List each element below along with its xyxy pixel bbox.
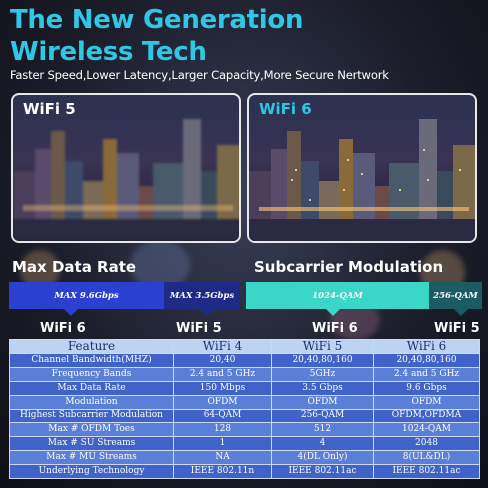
- table-cell: 9.6 Gbps: [373, 380, 480, 396]
- table-cell: 1024-QAM: [373, 422, 480, 438]
- table-row: Max # MU Streams NA 4(DL Only) 8(UL&DL): [9, 450, 480, 465]
- wifi5-city-panel: WiFi 5: [11, 93, 241, 243]
- wifi5-rate-bar: MAX 3.5Gbps: [164, 282, 240, 309]
- table-cell: Modulation: [9, 394, 174, 410]
- table-cell: 2048: [373, 436, 480, 452]
- subcarrier-bars: 1024-QAM 256-QAM: [246, 282, 482, 309]
- table-cell: 2.4 and 5 GHz: [173, 366, 272, 382]
- wifi6-panel-label: WiFi 6: [259, 100, 312, 118]
- table-cell: IEEE 802.11ac: [373, 464, 480, 479]
- table-row: Max Data Rate 150 Mbps 3.5 Gbps 9.6 Gbps: [9, 380, 480, 396]
- table-cell: Max # SU Streams: [9, 436, 174, 452]
- table-cell: 20,40: [173, 353, 272, 368]
- table-cell: OFDM: [373, 394, 480, 410]
- table-cell: 150 Mbps: [173, 380, 272, 396]
- wifi5-rate-caption: WiFi 5: [176, 321, 222, 336]
- max-data-rate-bars: MAX 9.6Gbps MAX 3.5Gbps: [9, 282, 245, 309]
- subcarrier-title: Subcarrier Modulation: [254, 258, 444, 276]
- wifi6-qam-bar: 1024-QAM: [246, 282, 429, 309]
- city-skyline-image: [249, 95, 475, 241]
- wifi6-qam-caption: WiFi 6: [312, 321, 358, 336]
- table-cell: OFDM: [173, 394, 272, 410]
- wifi6-qam-pointer: [326, 309, 340, 316]
- table-cell: Frequency Bands: [9, 366, 174, 382]
- table-row: Frequency Bands 2.4 and 5 GHz 5GHz 2.4 and …: [9, 366, 480, 382]
- table-header-cell: WiFi 6: [373, 339, 480, 354]
- table-cell: 512: [271, 422, 374, 438]
- wifi6-rate-caption: WiFi 6: [40, 321, 86, 336]
- table-cell: Max # MU Streams: [9, 450, 174, 465]
- table-cell: 8(UL&DL): [373, 450, 480, 465]
- table-header-cell: WiFi 4: [173, 339, 272, 354]
- wifi5-qam-bar: 256-QAM: [429, 282, 482, 309]
- wifi6-rate-bar: MAX 9.6Gbps: [9, 282, 164, 309]
- table-cell: 256-QAM: [271, 408, 374, 424]
- table-cell: 5GHz: [271, 366, 374, 382]
- table-cell: OFDM,OFDMA: [373, 408, 480, 424]
- spec-comparison-table: Feature WiFi 4 WiFi 5 WiFi 6 Channel Ban…: [9, 339, 480, 479]
- table-row: Max # SU Streams 1 4 2048: [9, 436, 480, 452]
- table-cell: Channel Bandwidth(MHZ): [9, 353, 174, 368]
- table-row: Modulation OFDM OFDM OFDM: [9, 394, 480, 410]
- page-title: The New Generation Wireless Tech: [10, 4, 480, 68]
- table-cell: Underlying Technology: [9, 464, 174, 479]
- table-cell: 3.5 Gbps: [271, 380, 374, 396]
- table-header-cell: WiFi 5: [271, 339, 374, 354]
- title-line-1: The New Generation: [10, 5, 304, 35]
- table-cell: 64-QAM: [173, 408, 272, 424]
- table-cell: Highest Subcarrier Modulation: [9, 408, 174, 424]
- wifi6-city-panel: WiFi 6: [247, 93, 477, 243]
- title-line-2: Wireless Tech: [10, 37, 207, 67]
- bokeh-light: [130, 240, 190, 290]
- wifi5-qam-caption: WiFi 5: [434, 321, 480, 336]
- table-header-row: Feature WiFi 4 WiFi 5 WiFi 6: [9, 339, 480, 354]
- city-skyline-image: [13, 95, 239, 241]
- wifi5-qam-pointer: [454, 309, 468, 316]
- table-row: Max # OFDM Toes 128 512 1024-QAM: [9, 422, 480, 438]
- wifi6-rate-pointer: [64, 309, 78, 316]
- table-cell: 20,40,80,160: [271, 353, 374, 368]
- page-subtitle: Faster Speed,Lower Latency,Larger Capaci…: [10, 68, 389, 82]
- table-cell: NA: [173, 450, 272, 465]
- table-cell: IEEE 802.11ac: [271, 464, 374, 479]
- table-row: Channel Bandwidth(MHZ) 20,40 20,40,80,160 2…: [9, 353, 480, 368]
- table-cell: Max # OFDM Toes: [9, 422, 174, 438]
- table-cell: 4: [271, 436, 374, 452]
- table-cell: 4(DL Only): [271, 450, 374, 465]
- table-cell: 20,40,80,160: [373, 353, 480, 368]
- table-header-cell: Feature: [9, 339, 174, 354]
- table-row: Highest Subcarrier Modulation 64-QAM 256-Q…: [9, 408, 480, 424]
- table-cell: IEEE 802.11n: [173, 464, 272, 479]
- wifi5-rate-pointer: [200, 309, 214, 316]
- table-cell: OFDM: [271, 394, 374, 410]
- table-cell: 1: [173, 436, 272, 452]
- table-cell: 128: [173, 422, 272, 438]
- max-data-rate-title: Max Data Rate: [12, 258, 137, 276]
- wifi5-panel-label: WiFi 5: [23, 100, 76, 118]
- table-cell: Max Data Rate: [9, 380, 174, 396]
- table-cell: 2.4 and 5 GHz: [373, 366, 480, 382]
- table-body: Channel Bandwidth(MHZ) 20,40 20,40,80,160 2…: [9, 353, 480, 479]
- table-row: Underlying Technology IEEE 802.11n IEEE 80…: [9, 464, 480, 479]
